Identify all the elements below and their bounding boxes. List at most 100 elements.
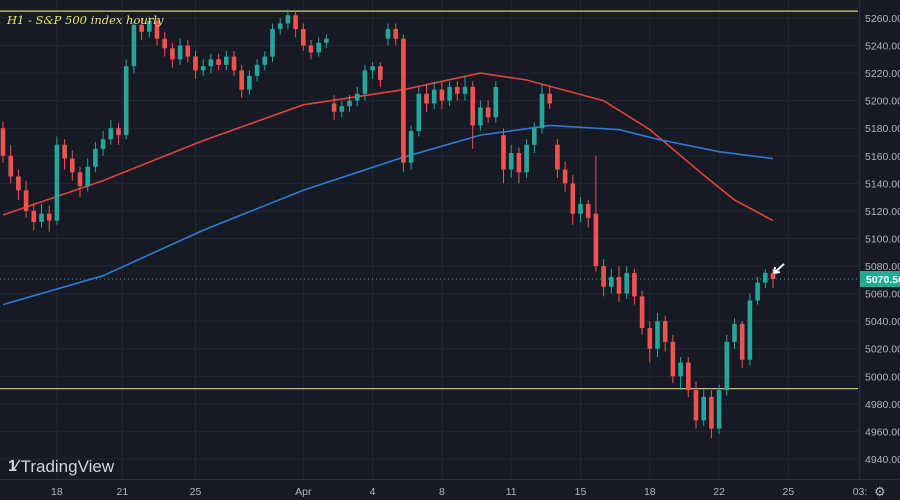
candle-body [739,323,745,360]
candle-body [470,86,475,126]
horizontal-levels [0,10,858,390]
candle-body [324,38,329,43]
moving-average-blue [2,124,774,306]
candle-body [239,70,244,90]
candle-body [462,86,468,94]
candle-body [347,100,352,107]
price-tick-label: 5100.00 [865,233,900,245]
candle-body [262,56,268,65]
moving-average-red [2,72,774,222]
candle-body [378,66,383,81]
price-tick-label: 5080.00 [865,261,900,273]
candle-body [85,166,90,187]
candle-body [39,213,44,222]
tradingview-logo: 1∕ TradingView [8,457,114,477]
candle-body [662,321,668,342]
price-tick-label: 5000.00 [865,371,900,383]
candle-body [193,56,198,71]
candle-body [639,296,645,329]
time-tick-label: 11 [506,486,517,498]
candle-body [16,176,21,191]
time-tick-label: 03: [853,486,868,498]
candle-body [147,20,152,32]
candle-body [139,24,144,32]
candle-body [93,148,98,167]
candle-body [8,155,13,177]
candle-body [385,29,391,39]
candle-body [447,86,452,101]
grid [0,0,861,479]
tradingview-logo-icon: 1∕ [8,458,17,475]
candle-body [655,321,660,349]
time-tick-label: Apr [295,486,312,498]
candle-body [247,75,252,90]
candle-body [724,341,730,391]
candles [0,9,776,439]
price-tick-label: 5200.00 [865,96,900,108]
candle-body [123,66,129,136]
candle-body [678,362,683,377]
price-tick-label: 5180.00 [865,123,900,135]
candle-body [216,59,221,65]
candle-body [331,103,337,112]
candle-body [431,89,437,104]
candle-body [277,23,283,30]
candle-body [77,172,83,187]
candle-body [339,106,345,112]
candle-body [493,86,499,118]
candle-body [632,272,637,297]
candle-body [170,48,175,60]
candle-body [524,144,529,173]
candle-body [46,213,52,221]
chart-title: H1 - S&P 500 index hourly [7,13,164,27]
candle-body [231,56,237,71]
price-tick-label: 5240.00 [865,41,900,53]
price-axis[interactable]: 5260.00 5240.00 5220.00 5200.00 5180.00 5160.… [865,13,900,466]
candle-body [532,128,537,145]
price-tick-label: 5120.00 [865,206,900,218]
candle-body [747,300,753,360]
candle-body [116,128,121,136]
candle-body [585,204,591,218]
candle-body [478,107,483,126]
candle-body [416,93,422,131]
candle-body [686,362,691,391]
candle-body [224,56,229,65]
candle-body [293,15,298,30]
price-tick-label: 5060.00 [865,289,900,301]
time-axis[interactable]: 18 21 25 Apr 4 8 11 15 18 22 25 03: [51,486,867,498]
candle-body [609,277,614,287]
candle-body [709,396,714,429]
candle-body [508,153,514,170]
settings-gear-icon[interactable]: ⚙ [874,484,886,499]
candle-body [154,20,160,39]
candle-body [270,29,275,57]
candle-body [732,323,737,342]
candle-body [401,38,406,163]
candle-body [570,183,576,214]
time-tick-label: 21 [117,486,129,498]
time-tick-label: 25 [190,486,202,498]
candle-body [208,59,214,67]
arrow-annotation-icon [773,263,785,274]
candle-body [455,86,460,94]
candle-body [285,15,291,24]
candle-body [693,390,699,421]
candle-body [362,70,368,94]
candle-body [316,42,321,53]
candle-body [254,64,260,76]
candle-body [516,153,522,173]
candle-body [624,272,629,294]
time-tick-label: 4 [370,486,376,498]
candle-body [354,93,360,101]
time-tick-label: 18 [644,486,656,498]
price-tick-label: 5260.00 [865,13,900,25]
candle-body [100,139,106,149]
candle-body [578,204,583,214]
candle-body [770,272,776,280]
candle-body [539,93,545,129]
candle-body [547,93,552,104]
moving-averages [2,72,774,306]
candle-body [31,210,37,222]
